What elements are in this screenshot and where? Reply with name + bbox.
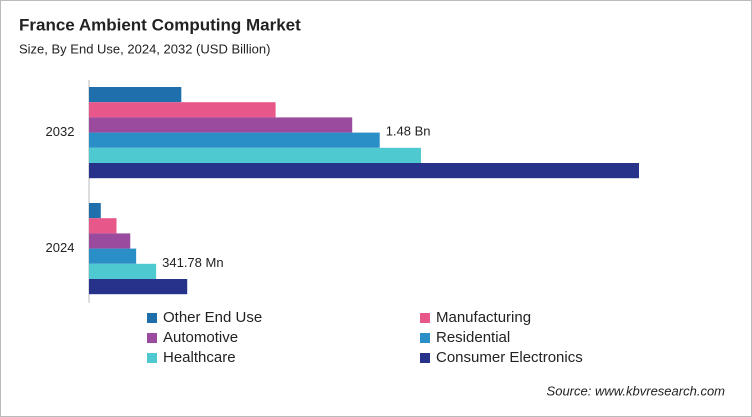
data-label: 341.78 Mn: [162, 255, 223, 270]
legend-label: Consumer Electronics: [436, 349, 583, 366]
legend-label: Healthcare: [163, 349, 236, 366]
y-tick-label: 2032: [46, 124, 75, 139]
bar: [89, 102, 276, 118]
chart-title: France Ambient Computing Market: [19, 15, 301, 34]
bar: [89, 233, 131, 249]
legend-marker: [147, 333, 157, 343]
legend-marker: [420, 313, 430, 323]
bar: [89, 248, 137, 264]
bar: [89, 163, 639, 179]
bar: [89, 147, 421, 163]
legend-marker: [420, 353, 430, 363]
legend-label: Residential: [436, 329, 510, 346]
bar: [89, 263, 157, 279]
legend-marker: [147, 313, 157, 323]
chart-subtitle: Size, By End Use, 2024, 2032 (USD Billio…: [19, 41, 270, 56]
bar: [89, 279, 188, 295]
legend-marker: [147, 353, 157, 363]
legend-marker: [420, 333, 430, 343]
bar: [89, 132, 380, 148]
data-label: 1.48 Bn: [386, 124, 431, 139]
y-tick-label: 2024: [46, 240, 75, 255]
bar: [89, 203, 101, 219]
legend-label: Manufacturing: [436, 309, 531, 326]
bar: [89, 87, 182, 103]
source: Source: www.kbvresearch.com: [547, 383, 726, 398]
legend-label: Other End Use: [163, 309, 262, 326]
bar: [89, 117, 353, 133]
legend-label: Automotive: [163, 329, 238, 346]
bar: [89, 218, 117, 234]
